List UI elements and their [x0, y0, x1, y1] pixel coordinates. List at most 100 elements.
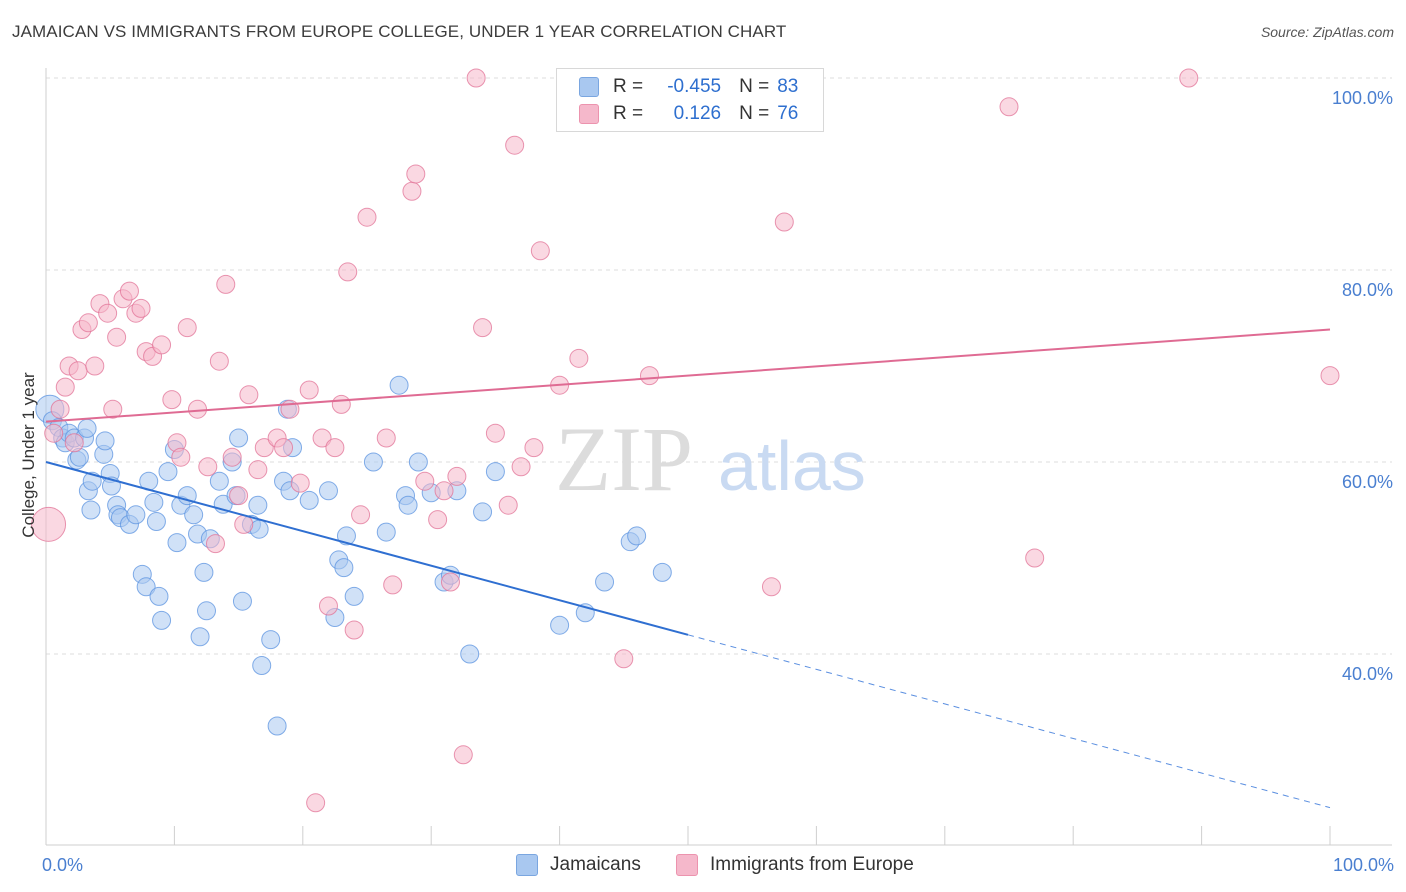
europe-point — [453, 745, 473, 765]
series-swatch-europe — [676, 854, 698, 876]
jamaican-point — [184, 505, 204, 525]
europe-point — [1025, 548, 1045, 568]
europe-point — [188, 399, 208, 419]
europe-point — [402, 181, 422, 201]
legend-r-label: R = — [613, 103, 644, 124]
europe-point — [306, 793, 326, 813]
europe-point — [761, 577, 781, 597]
europe-point — [383, 575, 403, 595]
gridlines — [46, 77, 1392, 655]
europe-point — [131, 298, 151, 318]
europe-point — [473, 318, 493, 338]
europe-point — [31, 506, 67, 542]
europe-point — [171, 447, 191, 467]
europe-point — [162, 390, 182, 410]
data-points — [31, 68, 1340, 813]
europe-point — [498, 495, 518, 515]
jamaican-point — [158, 462, 178, 482]
europe-point — [119, 281, 139, 301]
x-tick-label: 0.0% — [42, 855, 83, 875]
y-tick-label: 80.0% — [1342, 280, 1393, 300]
europe-point — [239, 385, 259, 405]
europe-point — [325, 438, 345, 458]
jamaican-point — [261, 630, 281, 650]
jamaican-point — [376, 522, 396, 542]
jamaican-point — [318, 481, 338, 501]
jamaican-point — [473, 502, 493, 522]
legend-swatch-jamaicans — [579, 77, 599, 97]
jamaican-point — [363, 452, 383, 472]
europe-point — [406, 164, 426, 184]
correlation-legend: R = -0.455 N = 83 R = 0.126 N = 76 — [556, 68, 824, 132]
jamaican-point — [595, 572, 615, 592]
europe-point — [205, 534, 225, 554]
europe-point — [44, 423, 64, 443]
series-legend-jamaicans: Jamaicans — [516, 852, 641, 878]
europe-point — [344, 620, 364, 640]
europe-point — [64, 433, 84, 453]
europe-point — [299, 380, 319, 400]
europe-point — [428, 510, 448, 530]
y-axis-title: College, Under 1 year — [19, 372, 38, 538]
europe-point — [569, 348, 589, 368]
jamaican-point — [334, 558, 354, 578]
europe-point — [68, 361, 88, 381]
europe-point — [999, 97, 1019, 117]
y-tick-label: 100.0% — [1332, 88, 1393, 108]
series-swatch-jamaicans — [516, 854, 538, 876]
y-tick-label: 40.0% — [1342, 664, 1393, 684]
europe-point — [85, 356, 105, 376]
europe-point — [1320, 366, 1340, 386]
jamaican-point — [252, 656, 272, 676]
watermark-zip: ZIP — [555, 408, 693, 510]
europe-point — [152, 335, 172, 355]
europe-point — [466, 68, 486, 88]
watermark: ZIP atlas — [555, 408, 866, 510]
europe-point — [485, 423, 505, 443]
europe-point — [440, 572, 460, 592]
europe-point — [530, 241, 550, 261]
jamaican-point — [167, 533, 187, 553]
series-label-jamaicans: Jamaicans — [550, 854, 641, 875]
series-label-europe: Immigrants from Europe — [710, 854, 914, 875]
europe-point — [415, 471, 435, 491]
europe-point — [614, 649, 634, 669]
jamaican-trend-extension — [687, 634, 1331, 809]
legend-r-value: 0.126 — [673, 103, 722, 124]
jamaican-point — [82, 471, 102, 491]
tick-labels: 100.0% 80.0% 60.0% 40.0% 0.0% 100.0% College, … — [19, 88, 1394, 875]
jamaican-point — [146, 512, 166, 532]
jamaican-point — [126, 505, 146, 525]
jamaican-point — [627, 526, 647, 546]
jamaican-point — [389, 375, 409, 395]
legend-r-value: -0.455 — [667, 76, 722, 97]
europe-point — [511, 457, 531, 477]
europe-point — [98, 303, 118, 323]
jamaican-point — [136, 577, 156, 597]
jamaican-point — [152, 610, 172, 630]
jamaican-point — [550, 615, 570, 635]
europe-point — [351, 505, 371, 525]
europe-point — [177, 318, 197, 338]
legend-row-jamaicans: R = -0.455 N = 83 — [579, 74, 798, 100]
europe-point — [774, 212, 794, 232]
europe-point — [357, 207, 377, 227]
europe-point — [434, 481, 454, 501]
jamaican-point — [190, 627, 210, 647]
europe-point — [447, 466, 467, 486]
jamaican-point — [197, 601, 216, 621]
europe-point — [1179, 68, 1199, 88]
europe-point — [103, 399, 123, 419]
source-label: Source: ZipAtlas.com — [1260, 24, 1394, 40]
jamaican-point — [229, 428, 249, 448]
jamaican-trend-line — [45, 461, 689, 636]
jamaican-point — [248, 495, 268, 515]
chart-title: JAMAICAN VS IMMIGRANTS FROM EUROPE COLLE… — [12, 22, 787, 41]
watermark-atlas: atlas — [718, 427, 866, 505]
legend-r-label: R = — [613, 76, 644, 97]
legend-n-value: 76 — [777, 103, 799, 124]
series-legend-europe: Immigrants from Europe — [676, 852, 914, 878]
jamaican-point — [95, 431, 115, 451]
europe-point — [376, 428, 396, 448]
jamaican-point — [652, 562, 672, 582]
